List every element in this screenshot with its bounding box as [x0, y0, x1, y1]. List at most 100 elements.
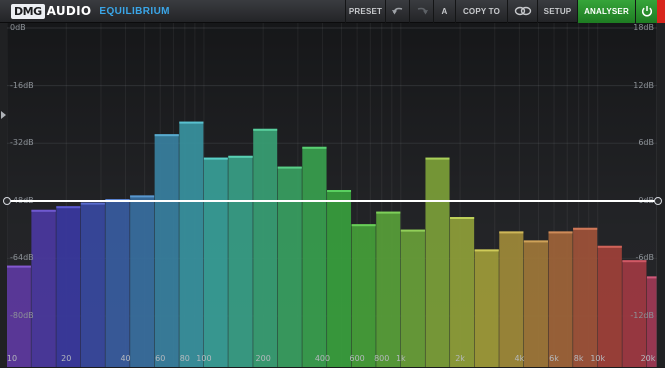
right-side-strip	[657, 23, 665, 367]
spectrum-bar-cap	[327, 190, 352, 192]
spectrum-bar-cap	[130, 195, 155, 198]
spectrum-bar-cap	[573, 227, 598, 230]
frequency-label: 80	[179, 354, 190, 363]
spectrum-bar	[105, 199, 130, 367]
spectrum-bar	[351, 224, 376, 367]
spectrum-bar-cap	[31, 209, 56, 212]
spectrum-bar-cap	[277, 166, 302, 169]
left-db-label: 0dB	[10, 23, 26, 32]
spectrum-bar	[253, 128, 278, 367]
spectrum-chart	[7, 23, 657, 367]
right-gain-handle[interactable]	[654, 196, 662, 205]
spectrum-bar-cap	[499, 231, 524, 234]
spectrum-bar-cap	[80, 202, 105, 205]
spectrum-bar	[646, 276, 657, 367]
spectrum-analyser-display[interactable]: 0dB18dB-16dB12dB-32dB6dB-48dB0dB-64dB-6d…	[7, 23, 657, 367]
spectrum-bar-cap	[597, 245, 622, 248]
frequency-label: 20k	[640, 354, 656, 363]
spectrum-bar-cap	[7, 265, 31, 268]
power-button[interactable]	[635, 0, 657, 23]
spectrum-bar-cap	[56, 206, 81, 209]
left-gain-handle[interactable]	[3, 196, 11, 205]
spectrum-bar-cap	[646, 276, 657, 279]
spectrum-bar-cap	[376, 211, 401, 214]
undo-icon	[391, 7, 402, 15]
frequency-label: 100	[196, 354, 212, 363]
spectrum-bar	[179, 121, 204, 367]
spectrum-bar-cap	[474, 249, 499, 252]
spectrum-bar	[203, 157, 228, 367]
right-db-label: 18dB	[633, 23, 654, 32]
frequency-label: 4k	[514, 354, 525, 363]
frequency-label: 40	[120, 354, 131, 363]
spectrum-bar-cap	[203, 157, 228, 160]
link-icon	[514, 6, 531, 16]
left-side-strip	[0, 23, 7, 367]
product-name: EQUILIBRIUM	[99, 5, 170, 17]
spectrum-bar-cap	[622, 260, 647, 263]
frequency-label: 6k	[549, 354, 559, 363]
spectrum-bar	[302, 146, 327, 367]
spectrum-bar-cap	[425, 157, 450, 160]
redo-button[interactable]	[409, 0, 433, 23]
ab-compare-button[interactable]: A	[433, 0, 455, 23]
clip-indicator	[657, 0, 665, 23]
spectrum-bar-cap	[400, 229, 425, 232]
power-icon	[641, 6, 652, 17]
frequency-label: 400	[314, 354, 331, 363]
spectrum-bar-cap	[548, 231, 573, 234]
undo-button[interactable]	[385, 0, 409, 23]
spectrum-bar	[573, 227, 598, 367]
spectrum-bar	[474, 249, 499, 367]
spectrum-bar	[277, 166, 302, 367]
spectrum-bar	[31, 209, 56, 367]
spectrum-bar	[80, 202, 105, 367]
analyser-button[interactable]: ANALYSER	[577, 0, 635, 23]
brand-audio-text: AUDIO	[46, 4, 92, 18]
dmg-logo: DMG	[11, 3, 45, 19]
spectrum-bar-cap	[523, 240, 548, 243]
frequency-label: 200	[255, 354, 271, 363]
preset-button[interactable]: PRESET	[345, 0, 385, 23]
link-button[interactable]	[507, 0, 537, 23]
spectrum-bar	[376, 211, 401, 367]
spectrum-bar-cap	[154, 134, 179, 137]
right-db-label: -6dB	[635, 253, 654, 263]
spectrum-bar	[400, 229, 425, 367]
spectrum-bar	[548, 231, 573, 367]
spectrum-bar	[327, 190, 352, 367]
frequency-label: 2k	[455, 354, 465, 363]
left-db-label: -16dB	[10, 80, 34, 90]
spectrum-bar	[425, 157, 450, 367]
spectrum-bar	[622, 260, 647, 367]
frequency-label: 8k	[573, 354, 584, 363]
setup-button[interactable]: SETUP	[537, 0, 577, 23]
spectrum-bar-cap	[228, 155, 253, 158]
spectrum-bar	[228, 155, 253, 367]
zero-db-reference-line[interactable]	[7, 199, 657, 202]
spectrum-bar	[130, 195, 155, 367]
right-db-label: 12dB	[633, 80, 654, 90]
frequency-label: 600	[349, 354, 365, 363]
frequency-label: 60	[155, 354, 166, 363]
spectrum-bar-cap	[450, 217, 475, 219]
frequency-label: 20	[61, 354, 72, 363]
left-db-label: -32dB	[10, 138, 34, 148]
spectrum-bar	[523, 240, 548, 367]
right-db-label: -12dB	[630, 311, 654, 320]
copy-to-button[interactable]: COPY TO	[455, 0, 507, 23]
frequency-label: 10	[7, 354, 18, 363]
spectrum-bars	[7, 121, 657, 367]
left-db-label: -80dB	[10, 311, 34, 320]
spectrum-bar	[7, 265, 31, 367]
side-expand-arrow-icon[interactable]	[1, 111, 6, 119]
spectrum-bar	[56, 206, 81, 367]
spectrum-bar	[597, 245, 622, 367]
brand: DMG AUDIO EQUILIBRIUM	[0, 0, 170, 23]
frequency-label: 10k	[590, 354, 606, 363]
left-db-label: -64dB	[10, 253, 34, 263]
spectrum-bar-cap	[351, 224, 376, 227]
spectrum-bar	[450, 217, 475, 367]
spectrum-bar	[499, 231, 524, 367]
spectrum-bar-cap	[179, 121, 204, 124]
